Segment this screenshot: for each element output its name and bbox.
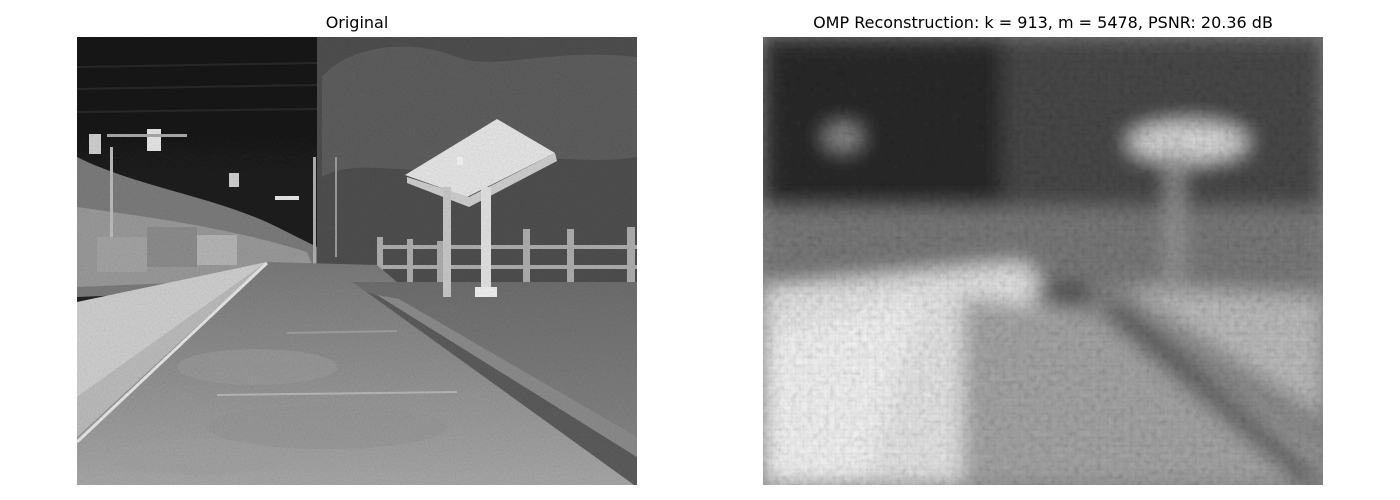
reconstruction-title: OMP Reconstruction: k = 913, m = 5478, P… — [813, 13, 1273, 32]
thermal-street-scene-icon — [77, 37, 637, 485]
reconstruction-image — [763, 37, 1323, 485]
original-image — [77, 37, 637, 485]
noisy-reconstruction-icon — [763, 37, 1323, 485]
original-title: Original — [325, 13, 389, 32]
